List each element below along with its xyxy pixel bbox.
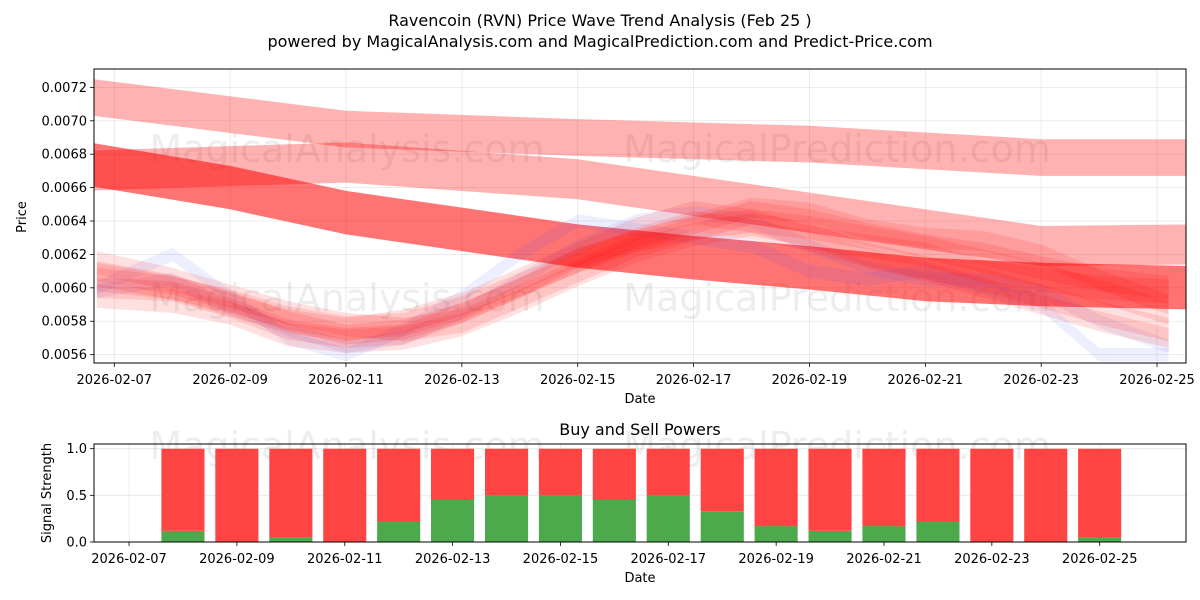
sell-bar (862, 448, 906, 527)
watermark-analysis: MagicalAnalysis.com (149, 276, 544, 320)
sell-bar (808, 448, 852, 531)
price-x-ticks: 2026-02-07 2026-02-09 2026-02-11 2026-02-13… (76, 363, 1195, 388)
y-tick-label: 0.0 (66, 536, 87, 551)
x-tick-label: 2026-02-11 (307, 552, 383, 567)
chart-title: Ravencoin (RVN) Price Wave Trend Analysi… (388, 11, 811, 30)
sell-bar (161, 448, 205, 531)
wave-band-red (96, 197, 1169, 348)
sell-bar (592, 448, 636, 500)
power-bars (161, 448, 1122, 542)
buy-bar (377, 521, 421, 542)
buy-bar (592, 500, 636, 542)
y-tick-label: 1.0 (66, 442, 87, 457)
sell-bar (538, 448, 582, 496)
sell-bar (970, 448, 1014, 542)
power-y-ticks: 0.0 0.5 1.0 (66, 442, 94, 551)
buy-bar (269, 537, 313, 542)
x-tick-label: 2026-02-13 (415, 552, 491, 567)
x-tick-label: 2026-02-07 (91, 552, 167, 567)
wave-band-red (96, 201, 1169, 342)
y-tick-label: 0.0068 (42, 148, 88, 163)
y-tick-label: 0.0070 (42, 114, 88, 129)
sell-bar (269, 448, 313, 538)
power-x-axis-label: Date (624, 571, 655, 586)
x-tick-label: 2026-02-23 (954, 552, 1030, 567)
price-axes-frame (93, 68, 1187, 364)
wave-band-red (96, 211, 1169, 348)
buy-bar (754, 526, 798, 542)
trend-band-lower (94, 142, 1186, 267)
wave-band-red (96, 209, 1169, 340)
power-title: Buy and Sell Powers (559, 420, 721, 439)
trend-band-middle (94, 143, 1186, 310)
sell-bar (1078, 448, 1122, 538)
buy-bar (485, 495, 529, 542)
sell-bar (1024, 448, 1068, 542)
buy-bar (1078, 537, 1122, 542)
sell-bar (700, 448, 744, 512)
x-tick-label: 2026-02-23 (1003, 373, 1079, 388)
price-y-axis-label: Price (15, 201, 30, 233)
x-tick-label: 2026-02-25 (1119, 373, 1195, 388)
y-tick-label: 0.0066 (42, 181, 88, 196)
sell-bar (431, 448, 475, 500)
x-tick-label: 2026-02-17 (656, 373, 732, 388)
price-x-axis-label: Date (624, 392, 655, 407)
wave-band-blue (96, 206, 1169, 353)
power-panel: Buy and Sell Powers MagicalAnalysis.com … (40, 420, 1187, 586)
power-axes-frame (93, 443, 1187, 543)
y-tick-label: 0.0056 (42, 348, 88, 363)
wave-bands (96, 197, 1169, 362)
buy-bar (538, 495, 582, 542)
buy-bar (862, 526, 906, 542)
sell-bar (323, 448, 367, 542)
y-tick-label: 0.0072 (42, 81, 88, 96)
buy-bar (808, 530, 852, 542)
x-tick-label: 2026-02-11 (308, 373, 384, 388)
y-tick-label: 0.5 (66, 489, 87, 504)
x-tick-label: 2026-02-21 (888, 373, 964, 388)
x-tick-label: 2026-02-25 (1062, 552, 1138, 567)
x-tick-label: 2026-02-21 (846, 552, 922, 567)
y-tick-label: 0.0058 (42, 315, 88, 330)
y-tick-label: 0.0064 (42, 215, 88, 230)
power-x-ticks: 2026-02-07 2026-02-09 2026-02-11 2026-02-13… (91, 542, 1137, 567)
price-y-ticks: 0.0056 0.0058 0.0060 0.0062 0.0064 0.0066 0.00… (42, 81, 94, 363)
watermark-prediction: MagicalPrediction.com (623, 127, 1051, 171)
power-y-axis-label: Signal Strength (40, 443, 55, 543)
buy-bar (431, 500, 475, 542)
sell-bar (215, 448, 259, 542)
buy-bar (700, 511, 744, 542)
buy-bar (916, 521, 960, 542)
x-tick-label: 2026-02-19 (738, 552, 814, 567)
x-tick-label: 2026-02-09 (199, 552, 275, 567)
price-panel: MagicalAnalysis.com MagicalPrediction.co… (15, 68, 1195, 407)
x-tick-label: 2026-02-07 (76, 373, 152, 388)
sell-bar (646, 448, 690, 496)
wave-band-red (96, 201, 1169, 342)
sell-bar (916, 448, 960, 522)
x-tick-label: 2026-02-15 (540, 373, 616, 388)
buy-bar (646, 495, 690, 542)
trend-bands (94, 79, 1186, 310)
x-tick-label: 2026-02-09 (192, 373, 268, 388)
sell-bar (754, 448, 798, 527)
wave-band-red (96, 212, 1169, 353)
trend-band-upper (94, 79, 1186, 176)
y-tick-label: 0.0062 (42, 248, 88, 263)
y-tick-label: 0.0060 (42, 281, 88, 296)
x-tick-label: 2026-02-15 (523, 552, 599, 567)
x-tick-label: 2026-02-17 (631, 552, 707, 567)
x-tick-label: 2026-02-13 (424, 373, 500, 388)
buy-bar (161, 530, 205, 542)
x-tick-label: 2026-02-19 (772, 373, 848, 388)
sell-bar (377, 448, 421, 522)
chart-subtitle: powered by MagicalAnalysis.com and Magic… (267, 32, 932, 51)
sell-bar (485, 448, 529, 496)
